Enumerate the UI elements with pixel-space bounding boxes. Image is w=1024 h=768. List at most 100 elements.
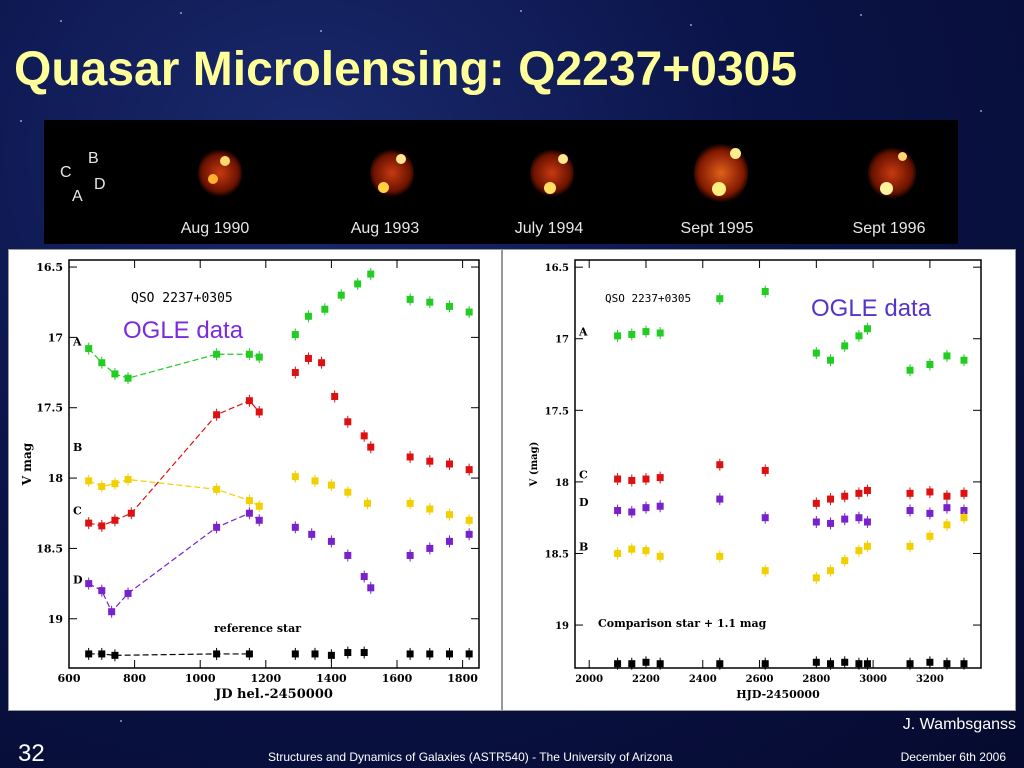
data-point — [656, 502, 664, 510]
footer-course: Structures and Dynamics of Galaxies (AST… — [268, 750, 673, 764]
y-tick-label: 18.5 — [36, 542, 63, 555]
data-point — [245, 497, 253, 505]
data-point — [465, 530, 473, 538]
image-label-b: B — [88, 150, 99, 167]
data-point — [855, 547, 863, 555]
frame-caption: Aug 1990 — [180, 220, 250, 237]
data-point — [943, 504, 951, 512]
data-point — [716, 295, 724, 303]
right-light-curve-panel: 2000 2200 2400 2600 2800 3000 3200 16.5 17 17.5 18… — [502, 249, 1016, 711]
data-point — [841, 557, 849, 565]
data-point — [812, 349, 820, 357]
data-point — [327, 537, 335, 545]
data-point — [841, 342, 849, 350]
image-credit: J. Wambsganss — [902, 716, 1016, 733]
x-tick-label: 1200 — [250, 672, 281, 685]
data-point — [213, 650, 221, 658]
x-axis-label: HJD-2450000 — [736, 688, 820, 701]
x-tick-label: 3200 — [916, 674, 944, 685]
data-point — [406, 499, 414, 507]
data-point — [360, 573, 368, 581]
data-point — [628, 330, 636, 338]
data-point — [85, 345, 93, 353]
data-point — [85, 519, 93, 527]
data-point — [98, 483, 106, 491]
data-point — [245, 397, 253, 405]
data-point — [327, 651, 335, 659]
series-label-d: D — [73, 573, 83, 586]
data-point — [213, 485, 221, 493]
data-point — [124, 374, 132, 382]
reference-star-label: reference star — [214, 622, 301, 635]
y-axis-label: V (mag) — [529, 442, 540, 488]
data-point — [465, 650, 473, 658]
data-point — [716, 660, 724, 668]
series-trend-line — [88, 512, 260, 613]
data-point — [85, 650, 93, 658]
chart-annotation: OGLE data — [123, 317, 244, 344]
series-label-a: A — [72, 336, 82, 349]
data-point — [628, 545, 636, 553]
data-point — [628, 476, 636, 484]
data-point — [827, 567, 835, 575]
data-point — [926, 532, 934, 540]
data-point — [943, 660, 951, 668]
data-point — [827, 356, 835, 364]
footer-date: December 6th 2006 — [900, 750, 1006, 764]
data-point — [426, 457, 434, 465]
series-label-a: A — [578, 326, 588, 339]
data-point — [812, 518, 820, 526]
data-point — [656, 552, 664, 560]
data-point — [360, 432, 368, 440]
data-point — [344, 551, 352, 559]
data-point — [656, 329, 664, 337]
data-point — [255, 516, 263, 524]
y-tick-label: 18 — [555, 478, 569, 489]
data-point — [327, 481, 335, 489]
data-point — [111, 370, 119, 378]
quasar-frame-3: July 1994 — [474, 120, 624, 244]
quasar-frame-2: Aug 1993 — [310, 120, 460, 244]
data-point — [863, 518, 871, 526]
data-point — [304, 354, 312, 362]
chart-annotation: OGLE data — [811, 295, 932, 322]
data-point — [354, 280, 362, 288]
data-point — [291, 369, 299, 377]
series-trend-line — [88, 653, 250, 656]
data-point — [363, 499, 371, 507]
data-point — [406, 453, 414, 461]
data-point — [304, 312, 312, 320]
data-point — [642, 504, 650, 512]
y-tick-label: 17.5 — [545, 406, 569, 417]
data-point — [656, 660, 664, 668]
data-point — [628, 660, 636, 668]
data-point — [614, 660, 622, 668]
data-point — [926, 488, 934, 496]
y-tick-label: 17 — [555, 335, 569, 346]
y-tick-label: 19 — [48, 613, 63, 626]
data-point — [863, 486, 871, 494]
data-point — [642, 658, 650, 666]
quasar-frame-1: Aug 1990 — [140, 120, 290, 244]
data-point — [926, 509, 934, 517]
data-point — [761, 287, 769, 295]
data-point — [761, 567, 769, 575]
quasar-frame-5: Sept 1996 — [814, 120, 964, 244]
data-point — [111, 480, 119, 488]
data-point — [406, 650, 414, 658]
plot-frame — [574, 259, 982, 669]
data-point — [406, 551, 414, 559]
data-point — [642, 547, 650, 555]
x-tick-label: 600 — [58, 672, 81, 685]
y-tick-label: 17 — [48, 331, 63, 344]
data-point — [367, 270, 375, 278]
data-point — [614, 507, 622, 515]
data-point — [445, 302, 453, 310]
data-point — [344, 488, 352, 496]
data-point — [426, 544, 434, 552]
chart-title: QSO 2237+0305 — [605, 292, 691, 305]
y-tick-label: 19 — [555, 621, 569, 632]
data-point — [855, 489, 863, 497]
data-point — [761, 514, 769, 522]
data-point — [255, 502, 263, 510]
